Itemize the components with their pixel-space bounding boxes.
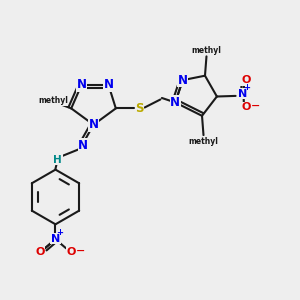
Text: N: N (78, 139, 88, 152)
Text: −: − (76, 245, 85, 256)
Text: O: O (66, 247, 76, 257)
Text: N: N (170, 96, 180, 109)
Text: N: N (178, 74, 188, 87)
Text: N: N (103, 78, 113, 91)
Text: methyl: methyl (38, 97, 68, 106)
Text: N: N (51, 234, 60, 244)
Text: H: H (53, 154, 62, 164)
Text: methyl: methyl (189, 136, 218, 146)
Text: O: O (35, 247, 45, 257)
Text: S: S (135, 102, 144, 115)
Text: −: − (250, 101, 260, 111)
Text: +: + (243, 83, 250, 92)
Text: N: N (76, 78, 87, 91)
Text: O: O (241, 76, 250, 85)
Text: N: N (238, 88, 247, 98)
Text: N: N (88, 118, 98, 131)
Text: +: + (56, 228, 63, 237)
Text: O: O (241, 102, 250, 112)
Text: methyl: methyl (191, 46, 221, 55)
